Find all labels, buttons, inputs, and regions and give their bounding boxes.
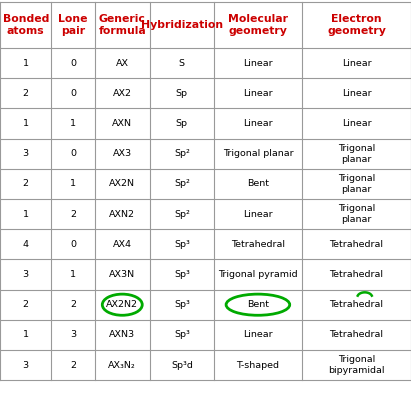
Text: Sp²: Sp² xyxy=(174,210,190,218)
Text: 1: 1 xyxy=(23,119,29,128)
Text: Trigonal
planar: Trigonal planar xyxy=(338,144,375,164)
Text: Sp²: Sp² xyxy=(174,149,190,158)
Text: Linear: Linear xyxy=(243,89,273,98)
Text: 0: 0 xyxy=(70,89,76,98)
Text: Bent: Bent xyxy=(247,179,269,188)
Text: Sp³: Sp³ xyxy=(174,330,190,339)
Text: 2: 2 xyxy=(23,89,29,98)
Text: Tetrahedral: Tetrahedral xyxy=(330,330,383,339)
Text: Linear: Linear xyxy=(342,58,372,68)
Text: Trigonal
bipyramidal: Trigonal bipyramidal xyxy=(328,355,385,375)
Text: 1: 1 xyxy=(70,119,76,128)
Text: AX3N: AX3N xyxy=(109,270,135,279)
Text: Trigonal
planar: Trigonal planar xyxy=(338,174,375,194)
Text: Linear: Linear xyxy=(243,330,273,339)
Text: 4: 4 xyxy=(23,240,29,249)
Text: AXN2: AXN2 xyxy=(109,210,135,218)
Text: AX₃N₂: AX₃N₂ xyxy=(109,361,136,370)
Text: Linear: Linear xyxy=(342,89,372,98)
Text: AX2N: AX2N xyxy=(109,179,135,188)
Text: AX2: AX2 xyxy=(113,89,132,98)
Text: Sp³: Sp³ xyxy=(174,270,190,279)
Text: 2: 2 xyxy=(70,210,76,218)
Text: Trigonal planar: Trigonal planar xyxy=(223,149,293,158)
Text: Linear: Linear xyxy=(243,58,273,68)
Text: 1: 1 xyxy=(23,210,29,218)
Text: AX3: AX3 xyxy=(113,149,132,158)
Text: Trigonal pyramid: Trigonal pyramid xyxy=(218,270,298,279)
Text: Electron
geometry: Electron geometry xyxy=(327,14,386,36)
Text: 1: 1 xyxy=(70,270,76,279)
Text: Generic
formula: Generic formula xyxy=(98,14,146,36)
Text: S: S xyxy=(179,58,185,68)
Text: Hybridization: Hybridization xyxy=(141,20,223,30)
Text: T-shaped: T-shaped xyxy=(236,361,279,370)
Text: Tetrahedral: Tetrahedral xyxy=(330,240,383,249)
Text: 0: 0 xyxy=(70,149,76,158)
Text: Sp: Sp xyxy=(176,89,188,98)
Text: Bent: Bent xyxy=(247,300,269,309)
Text: Linear: Linear xyxy=(243,119,273,128)
Text: AXN3: AXN3 xyxy=(109,330,135,339)
Text: AX4: AX4 xyxy=(113,240,132,249)
Text: 0: 0 xyxy=(70,58,76,68)
Text: 0: 0 xyxy=(70,240,76,249)
Text: 3: 3 xyxy=(23,361,29,370)
Text: Trigonal
planar: Trigonal planar xyxy=(338,204,375,224)
Text: 2: 2 xyxy=(70,361,76,370)
Text: AX: AX xyxy=(116,58,129,68)
Text: Sp: Sp xyxy=(176,119,188,128)
Text: 1: 1 xyxy=(70,179,76,188)
Text: 3: 3 xyxy=(23,270,29,279)
Text: 2: 2 xyxy=(23,179,29,188)
Text: 1: 1 xyxy=(23,58,29,68)
Text: AX2N2: AX2N2 xyxy=(106,300,138,309)
Text: 3: 3 xyxy=(70,330,76,339)
Text: Tetrahedral: Tetrahedral xyxy=(330,300,383,309)
Text: Lone
pair: Lone pair xyxy=(58,14,88,36)
Text: Linear: Linear xyxy=(342,119,372,128)
Text: Sp³: Sp³ xyxy=(174,300,190,309)
Text: Tetrahedral: Tetrahedral xyxy=(231,240,285,249)
Text: Molecular
geometry: Molecular geometry xyxy=(228,14,288,36)
Text: Sp²: Sp² xyxy=(174,179,190,188)
Text: 3: 3 xyxy=(23,149,29,158)
Text: AXN: AXN xyxy=(112,119,132,128)
Text: Tetrahedral: Tetrahedral xyxy=(330,270,383,279)
Text: 2: 2 xyxy=(23,300,29,309)
Text: 2: 2 xyxy=(70,300,76,309)
Text: Sp³d: Sp³d xyxy=(171,361,193,370)
Text: Sp³: Sp³ xyxy=(174,240,190,249)
Text: Bonded
atoms: Bonded atoms xyxy=(2,14,49,36)
Text: Linear: Linear xyxy=(243,210,273,218)
Text: 1: 1 xyxy=(23,330,29,339)
